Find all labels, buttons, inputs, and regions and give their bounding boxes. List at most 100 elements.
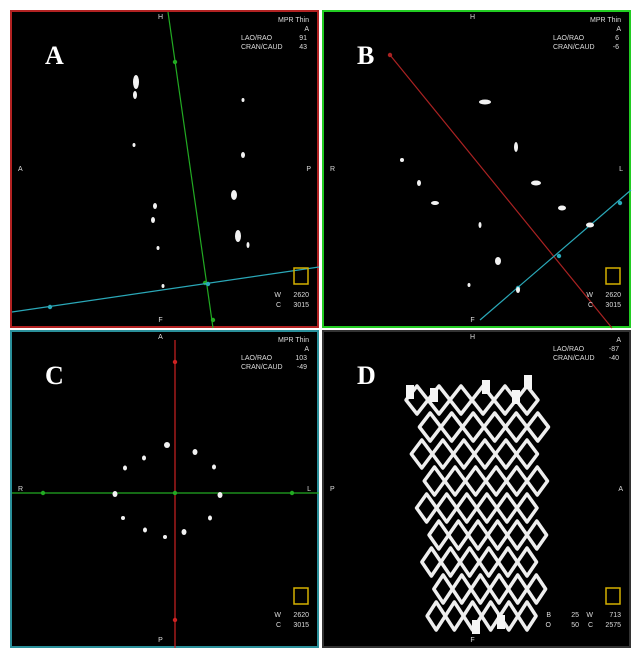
info-label: LAO/RAO: [241, 355, 273, 362]
footer-value: 50: [571, 622, 579, 629]
reference-handle: [172, 59, 178, 65]
footer-label: B: [546, 612, 551, 619]
footer-label: C: [588, 622, 593, 629]
orientation-bottom: F: [470, 317, 474, 324]
panel-letter: A: [45, 41, 64, 70]
stent-strut: [156, 246, 160, 250]
reference-handle: [172, 617, 178, 623]
stent-strut: [161, 284, 165, 288]
header-line: MPR Thin: [278, 337, 309, 344]
stent-cell: [525, 519, 549, 551]
stent-cell: [525, 573, 548, 605]
stent-strut: [231, 190, 237, 200]
stent-cell: [525, 411, 551, 443]
orientation-top: H: [470, 14, 475, 21]
reference-handle: [172, 490, 178, 496]
footer-label: O: [546, 622, 552, 629]
view-icon: [293, 267, 309, 285]
stent-strut: [586, 222, 594, 228]
stent-strut: [514, 142, 518, 152]
stent-strut: [163, 535, 167, 539]
stent-strut: [151, 217, 155, 223]
stent-strut: [142, 455, 146, 461]
stent-cell: [514, 384, 540, 416]
stent-strut: [133, 91, 137, 99]
stent-strut: [153, 203, 157, 209]
stent-strut: [241, 152, 245, 158]
footer-label: C: [276, 622, 281, 629]
stent-strut: [400, 158, 404, 162]
stent-strut: [112, 491, 118, 497]
stent-cell: [515, 492, 539, 524]
view-icon: [293, 587, 309, 605]
stent-strut: [121, 516, 125, 520]
footer-value: 3015: [605, 302, 621, 309]
stent-strut: [132, 143, 136, 147]
stent-strut: [531, 180, 541, 186]
info-value: -49: [297, 364, 307, 371]
stent-strut: [192, 449, 198, 455]
stent-crown: [430, 388, 438, 402]
stent-crown: [497, 615, 505, 629]
orientation-left: R: [330, 166, 335, 173]
reference-handle: [387, 52, 393, 58]
orientation-top: H: [158, 14, 163, 21]
stent-strut: [143, 527, 147, 533]
footer-value: 25: [571, 612, 579, 619]
info-label: CRAN/CAUD: [241, 364, 283, 371]
reference-line: [389, 54, 613, 329]
panel-frame: [322, 10, 631, 328]
reference-handle: [210, 317, 216, 323]
footer-value: 713: [609, 612, 621, 619]
stent-strut: [208, 515, 212, 521]
stent-strut: [133, 75, 139, 89]
orientation-top: H: [470, 334, 475, 341]
info-label: CRAN/CAUD: [553, 44, 595, 51]
footer-value: 3015: [293, 302, 309, 309]
header-line: A: [304, 26, 309, 33]
stent-strut: [417, 180, 421, 186]
stent-strut: [212, 464, 216, 470]
reference-handle: [172, 359, 178, 365]
orientation-right: A: [618, 486, 623, 493]
footer-label: C: [588, 302, 593, 309]
footer-value: 2620: [293, 612, 309, 619]
stent-render: [404, 375, 551, 634]
stent-cell: [516, 600, 538, 632]
footer-label: W: [586, 612, 593, 619]
info-value: 43: [299, 44, 307, 51]
info-label: LAO/RAO: [241, 35, 273, 42]
stent-strut: [235, 230, 241, 242]
orientation-bottom: P: [158, 637, 163, 644]
panel: B H R L F MPR Thin A LAO/RAO 6 CRAN/CAUD -6 W 2620 C 3…: [322, 10, 632, 329]
reference-handle: [617, 200, 623, 206]
header-line: MPR Thin: [278, 17, 309, 24]
info-value: 103: [295, 355, 307, 362]
stent-crown: [482, 380, 490, 394]
header-line: A: [616, 26, 621, 33]
orientation-left: A: [18, 166, 23, 173]
reference-line: [11, 266, 320, 313]
reference-line: [479, 189, 632, 321]
footer-value: 3015: [293, 622, 309, 629]
panel-letter: D: [357, 361, 376, 390]
stent-cell: [525, 465, 550, 497]
orientation-right: L: [619, 166, 623, 173]
stent-crown: [406, 385, 414, 399]
stent-strut: [467, 283, 471, 287]
orientation-bottom: F: [158, 317, 162, 324]
orientation-right: P: [306, 166, 311, 173]
footer-label: W: [274, 612, 281, 619]
reference-line: [167, 11, 214, 329]
view-icon: [605, 587, 621, 605]
info-label: CRAN/CAUD: [553, 355, 595, 362]
info-value: -6: [613, 44, 619, 51]
orientation-left: R: [18, 486, 23, 493]
stent-strut: [181, 529, 187, 535]
footer-label: C: [276, 302, 281, 309]
header-line: MPR Thin: [590, 17, 621, 24]
stent-strut: [217, 492, 223, 498]
panel-frame: [10, 330, 319, 648]
header-line: A: [304, 346, 309, 353]
stent-strut: [164, 442, 170, 448]
